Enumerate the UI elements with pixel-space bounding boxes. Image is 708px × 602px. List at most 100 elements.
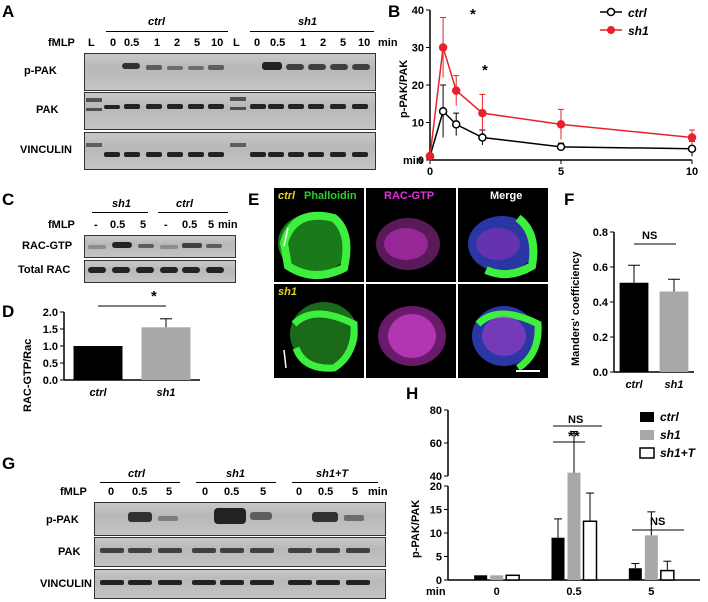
b-significance-star: * bbox=[482, 62, 488, 79]
time-label: 10 bbox=[358, 37, 371, 49]
e-col-racgtp: RAC-GTP bbox=[384, 190, 435, 202]
y-tick-label: 0.8 bbox=[593, 227, 608, 239]
h-legend-sh1: sh1 bbox=[660, 428, 681, 442]
e-col-merge: Merge bbox=[490, 190, 523, 202]
time-label: 2 bbox=[174, 37, 181, 49]
y-tick-label: 10 bbox=[412, 118, 424, 130]
b-significance-star: * bbox=[470, 6, 476, 23]
g-row-ppak: p-PAK bbox=[46, 514, 79, 526]
panel-label-g: G bbox=[2, 454, 16, 473]
g-time: 5 bbox=[166, 486, 173, 498]
data-point-ctrl bbox=[687, 144, 697, 153]
h-legend-sh1t: sh1+T bbox=[660, 446, 696, 460]
bar-sh1 bbox=[141, 327, 191, 380]
image-sh1-racgtp bbox=[366, 284, 456, 378]
f-ns: NS bbox=[642, 230, 658, 242]
bar-sh1 bbox=[659, 291, 689, 372]
time-label: 1 bbox=[154, 37, 161, 49]
y-tick-label: 20 bbox=[412, 80, 424, 92]
c-group-sh1: sh1 bbox=[112, 198, 131, 210]
g-time: 0.5 bbox=[224, 486, 240, 498]
g-fmlp-label: fMLP bbox=[60, 486, 87, 498]
data-point-sh1 bbox=[425, 152, 435, 161]
y-tick-label: 30 bbox=[412, 43, 424, 55]
h-ns2: NS bbox=[650, 516, 666, 528]
y-tick-label: 0.0 bbox=[43, 375, 58, 387]
panel-label-h: H bbox=[406, 384, 419, 403]
g-row-vinculin: VINCULIN bbox=[40, 578, 92, 590]
g-time: 0.5 bbox=[318, 486, 334, 498]
bar-sh1-0.5 bbox=[567, 472, 581, 580]
legend-swatch-ctrl bbox=[640, 412, 654, 422]
g-time: 0 bbox=[296, 486, 303, 498]
g-time: 0 bbox=[202, 486, 209, 498]
h-stars: ** bbox=[568, 428, 580, 445]
ladder-label: L bbox=[88, 37, 95, 49]
panel-label-a: A bbox=[2, 2, 15, 21]
blot-vinculin bbox=[84, 132, 376, 170]
group-line bbox=[158, 212, 228, 213]
group-line bbox=[100, 482, 180, 483]
bar-ctrl-0 bbox=[474, 575, 488, 580]
group-line bbox=[196, 482, 276, 483]
fmlp-label: fMLP bbox=[48, 37, 75, 49]
y-tick-label: 0 bbox=[436, 575, 442, 587]
series-line-sh1 bbox=[429, 47, 693, 157]
group-label-sh1: sh1 bbox=[298, 16, 317, 28]
c-time: - bbox=[94, 219, 98, 231]
image-ctrl-phalloidin bbox=[274, 188, 364, 282]
bar-sh1-0 bbox=[490, 575, 504, 580]
y-tick-label: 20 bbox=[430, 481, 442, 493]
g-min: min bbox=[368, 486, 388, 498]
c-fmlp-label: fMLP bbox=[48, 219, 75, 231]
group-line bbox=[250, 31, 374, 32]
time-label: 5 bbox=[194, 37, 201, 49]
image-ctrl-racgtp bbox=[366, 188, 456, 282]
panel-label-c: C bbox=[2, 190, 15, 209]
bar-sh1+T-0.5 bbox=[582, 520, 598, 581]
c-min: min bbox=[218, 219, 238, 231]
panel-label-b: B bbox=[388, 2, 401, 21]
x-tick-label: 5 bbox=[558, 166, 564, 178]
series-line-ctrl bbox=[429, 109, 693, 157]
c-group-ctrl: ctrl bbox=[176, 198, 194, 210]
time-label: 1 bbox=[300, 37, 307, 49]
time-label: 0.5 bbox=[270, 37, 286, 49]
row-label-ppak: p-PAK bbox=[24, 65, 57, 77]
group-label-ctrl: ctrl bbox=[148, 16, 166, 28]
panel-label-d: D bbox=[2, 302, 15, 321]
g-time: 0.5 bbox=[132, 486, 148, 498]
ladder-label: L bbox=[233, 37, 240, 49]
g-time: 5 bbox=[260, 486, 267, 498]
data-point-ctrl bbox=[438, 107, 448, 116]
c-time: 0.5 bbox=[182, 219, 198, 231]
image-sh1-phalloidin bbox=[274, 284, 364, 378]
legend-swatch-sh1+T bbox=[639, 447, 655, 459]
time-label: 5 bbox=[340, 37, 347, 49]
group-line bbox=[292, 482, 378, 483]
c-time: 5 bbox=[140, 219, 147, 231]
bar-sh1+T-0 bbox=[505, 574, 520, 581]
x-tick-label: sh1 bbox=[665, 379, 684, 391]
blot-ppak bbox=[84, 53, 376, 91]
panel-label-e: E bbox=[248, 190, 260, 209]
y-tick-label: 0.2 bbox=[593, 332, 608, 344]
bar-ctrl bbox=[73, 346, 123, 380]
time-label: 0 bbox=[254, 37, 261, 49]
group-line bbox=[92, 212, 148, 213]
c-row-totalrac: Total RAC bbox=[18, 264, 71, 276]
g-time: 5 bbox=[352, 486, 359, 498]
y-tick-label: 0.4 bbox=[593, 297, 609, 309]
data-point-ctrl bbox=[451, 120, 461, 129]
e-row-ctrl: ctrl bbox=[278, 190, 296, 202]
y-tick-label: 0 bbox=[418, 155, 424, 167]
y-tick-label: 80 bbox=[430, 405, 442, 417]
y-tick-label: 40 bbox=[430, 471, 442, 483]
legend-swatch-sh1 bbox=[640, 430, 654, 440]
y-tick-label: 1.5 bbox=[43, 324, 58, 336]
b-xlabel: min bbox=[403, 155, 423, 167]
y-tick-label: 10 bbox=[430, 528, 442, 540]
bar-ctrl bbox=[619, 282, 649, 372]
